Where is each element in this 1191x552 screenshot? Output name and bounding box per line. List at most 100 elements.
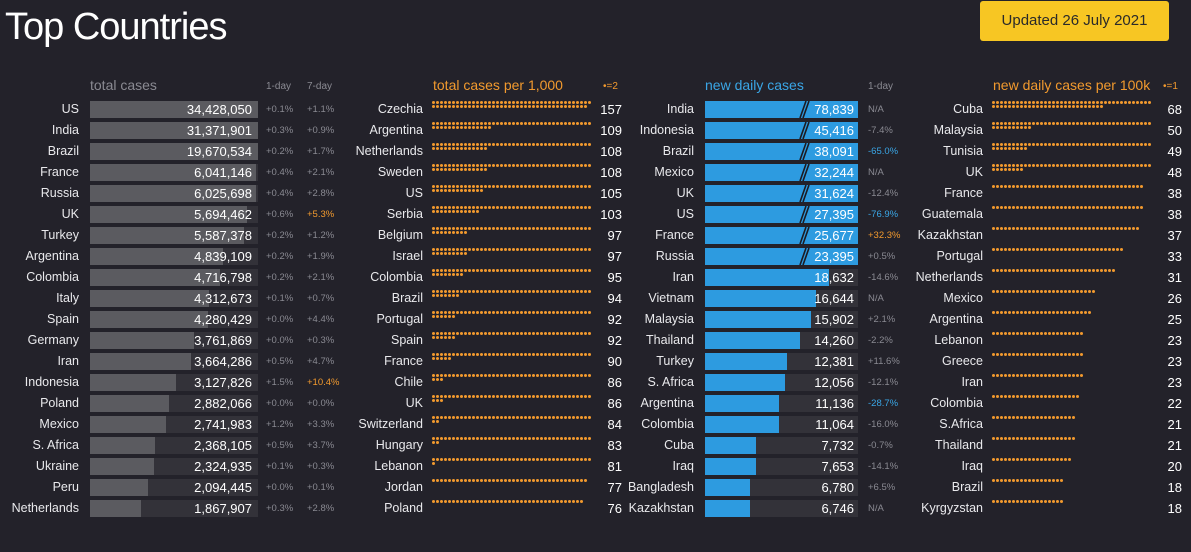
dot: [480, 185, 483, 188]
change-7day: +1.1%: [307, 104, 335, 115]
dot: [488, 185, 491, 188]
dot: [1032, 248, 1035, 251]
dot: [532, 105, 535, 108]
dot: [1020, 353, 1023, 356]
change-1day: -7.4%: [868, 125, 893, 136]
dot: [436, 189, 439, 192]
country-label: Switzerland: [358, 417, 423, 431]
dot: [1020, 479, 1023, 482]
table-row: S.Africa 21: [0, 414, 1191, 435]
dot: [1016, 126, 1019, 129]
dot: [1048, 143, 1051, 146]
dot: [560, 311, 563, 314]
axis-break-icon: [799, 248, 810, 265]
dot: [528, 269, 531, 272]
dot: [1036, 374, 1039, 377]
dot: [528, 206, 531, 209]
value-label: 2,324,935: [194, 459, 252, 474]
country-label: Russia: [40, 186, 79, 200]
dot: [1040, 395, 1043, 398]
dot: [1016, 248, 1019, 251]
dot: [460, 273, 463, 276]
dot: [492, 227, 495, 230]
dot: [452, 252, 455, 255]
value-label: 157: [600, 102, 622, 117]
dot: [1064, 374, 1067, 377]
bar: [90, 122, 258, 139]
dot: [536, 416, 539, 419]
dot: [1040, 143, 1043, 146]
dot: [1064, 269, 1067, 272]
dot: [456, 479, 459, 482]
dot: [444, 395, 447, 398]
dot: [1032, 269, 1035, 272]
dot: [1136, 164, 1139, 167]
dot: [548, 248, 551, 251]
bar-track: [705, 416, 858, 433]
dot-bar: [432, 416, 592, 423]
dot: [504, 311, 507, 314]
dot: [456, 290, 459, 293]
dot: [536, 105, 539, 108]
dot: [1008, 416, 1011, 419]
dot: [432, 227, 435, 230]
dot: [1112, 206, 1115, 209]
dot: [516, 227, 519, 230]
dot: [552, 458, 555, 461]
dot: [996, 143, 999, 146]
dot: [1104, 185, 1107, 188]
dot: [1084, 269, 1087, 272]
dot: [1064, 185, 1067, 188]
dot: [1092, 122, 1095, 125]
dot: [516, 206, 519, 209]
dot: [1144, 122, 1147, 125]
dot: [440, 416, 443, 419]
dot: [488, 101, 491, 104]
dot: [456, 269, 459, 272]
dot: [472, 416, 475, 419]
change-7day: +5.3%: [307, 209, 335, 220]
dot: [1084, 227, 1087, 230]
dot: [1000, 248, 1003, 251]
dot: [460, 143, 463, 146]
dot: [468, 269, 471, 272]
dot: [996, 168, 999, 171]
dot: [464, 500, 467, 503]
change-1day: -14.6%: [868, 272, 899, 283]
dot: [452, 374, 455, 377]
value-label: 31,371,901: [186, 123, 252, 138]
dot: [456, 248, 459, 251]
dot: [528, 458, 531, 461]
country-label: Colombia: [370, 270, 423, 284]
dot: [1076, 101, 1079, 104]
dot: [1072, 290, 1075, 293]
dot: [1016, 332, 1019, 335]
dot-bar: [992, 122, 1152, 129]
dot: [448, 336, 451, 339]
dot: [1012, 105, 1015, 108]
change-1day: +0.6%: [266, 209, 294, 220]
dot: [1036, 479, 1039, 482]
dot: [532, 437, 535, 440]
dot: [492, 143, 495, 146]
bar-track: [90, 311, 258, 328]
dot: [588, 458, 591, 461]
dot: [440, 332, 443, 335]
dot: [452, 105, 455, 108]
dot: [432, 248, 435, 251]
dot: [488, 206, 491, 209]
dot: [528, 122, 531, 125]
dot: [512, 248, 515, 251]
dot: [1044, 332, 1047, 335]
dot: [552, 248, 555, 251]
dot: [1044, 395, 1047, 398]
dot-bar: [992, 416, 1152, 419]
dot: [464, 101, 467, 104]
dot: [496, 311, 499, 314]
dot: [1108, 143, 1111, 146]
dot: [560, 122, 563, 125]
dot: [1036, 269, 1039, 272]
dot: [1024, 374, 1027, 377]
country-label: Netherlands: [11, 501, 79, 515]
dot: [452, 437, 455, 440]
